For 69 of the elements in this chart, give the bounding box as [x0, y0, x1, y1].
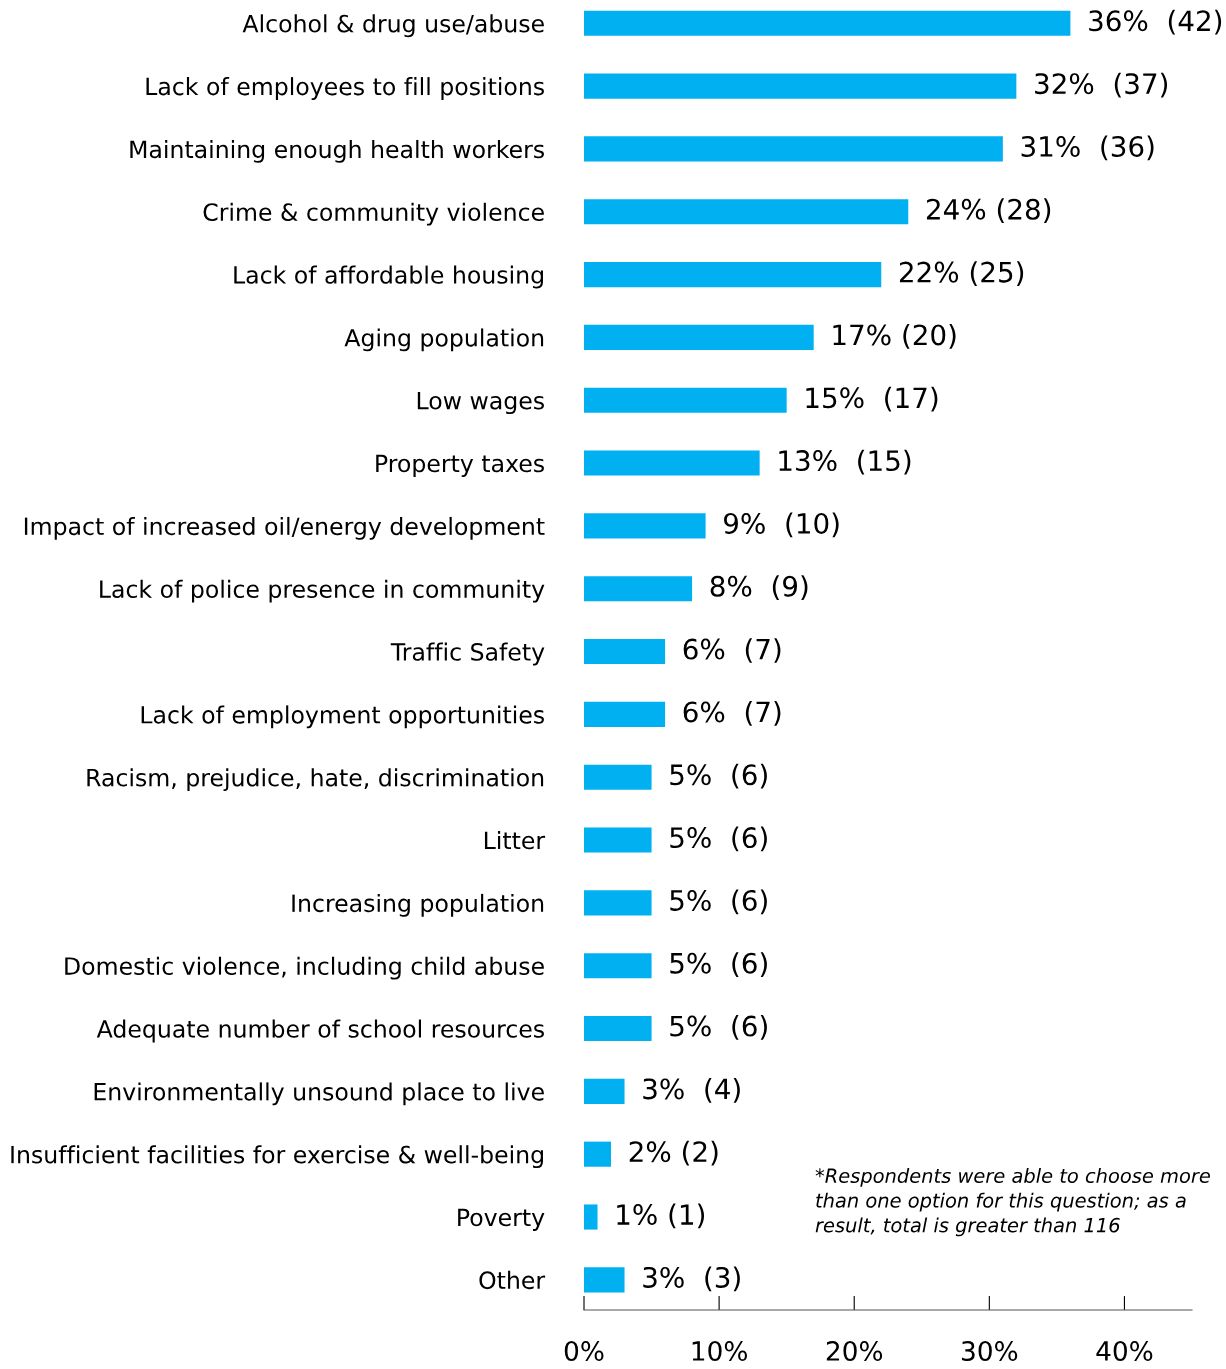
- y-tick-label: Property taxes: [376, 454, 544, 477]
- data-label: 17% (20): [833, 323, 956, 349]
- bar: [584, 10, 1071, 36]
- data-label: 8% (9): [710, 575, 808, 601]
- data-label: 5% (6): [670, 826, 767, 852]
- bar: [584, 701, 666, 727]
- bar: [584, 953, 652, 979]
- y-tick-label: Domestic violence, including child abuse: [65, 956, 544, 980]
- data-label: 15% (17): [806, 386, 938, 412]
- y-tick-label: Crime & community violence: [203, 202, 544, 226]
- y-tick-label: Lack of employment opportunities: [141, 705, 544, 729]
- data-label: 22% (25): [899, 261, 1024, 286]
- y-tick-label: Poverty: [458, 1208, 545, 1231]
- bar: [584, 1204, 598, 1230]
- data-label: 3% (4): [643, 1077, 740, 1103]
- bar: [584, 387, 787, 413]
- bar: [584, 136, 1003, 162]
- y-tick-label: Increasing population: [292, 893, 544, 917]
- x-tick-label: 30%: [962, 1341, 1018, 1361]
- bar: [584, 890, 652, 916]
- data-label: 5% (6): [670, 952, 767, 978]
- x-tick-label: 10%: [692, 1341, 747, 1361]
- data-label: 1% (1): [617, 1203, 705, 1229]
- bar: [584, 513, 706, 539]
- bar: [584, 324, 814, 350]
- y-tick-label: Racism, prejudice, hate, discrimination: [87, 768, 544, 792]
- data-label: 36% (42): [1089, 9, 1222, 35]
- y-tick-label: Impact of increased oil/energy development: [24, 516, 545, 540]
- data-label: 6% (7): [683, 638, 781, 663]
- x-tick-label: 20%: [826, 1341, 883, 1361]
- y-tick-label: Lack of police presence in community: [100, 579, 545, 603]
- data-label: 13% (15): [779, 449, 911, 475]
- bar: [584, 1141, 612, 1167]
- data-label: 31% (36): [1021, 135, 1154, 161]
- data-label: 9% (10): [724, 512, 839, 538]
- y-tick-label: Environmentally unsound place to live: [94, 1082, 544, 1106]
- data-label: 5% (6): [670, 889, 767, 915]
- data-label: 6% (7): [683, 700, 781, 726]
- bar: [584, 1015, 652, 1042]
- y-tick-label: Lack of employees to fill positions: [146, 77, 544, 100]
- data-label: 3% (3): [643, 1266, 740, 1292]
- data-label: 24% (28): [926, 198, 1051, 224]
- y-tick-label: Litter: [484, 831, 546, 850]
- data-label: 2% (2): [629, 1140, 718, 1166]
- bar: [584, 576, 693, 602]
- bar: [584, 827, 652, 853]
- bar: [584, 73, 1017, 99]
- bar: [584, 262, 882, 288]
- y-tick-label: Aging population: [344, 328, 544, 352]
- y-tick-label: Low wages: [417, 391, 544, 415]
- y-tick-label: Maintaining enough health workers: [130, 139, 544, 163]
- y-tick-label: Insufficient facilities for exercise & well-being: [11, 1145, 543, 1169]
- y-tick-label: Alcohol & drug use/abuse: [242, 14, 544, 38]
- data-label: 32% (37): [1035, 72, 1168, 98]
- bar: [584, 1078, 625, 1104]
- y-tick-label: Other: [479, 1270, 546, 1290]
- y-tick-label: Adequate number of school resources: [96, 1019, 544, 1043]
- x-tick-label: 0%: [564, 1341, 604, 1361]
- bar: [584, 1267, 625, 1293]
- y-tick-label: Lack of affordable housing: [234, 265, 543, 289]
- bar: [584, 199, 909, 225]
- bar: [584, 638, 666, 665]
- y-tick-label: Traffic Safety: [390, 642, 545, 666]
- annotation: *Respondents were able to choose more than one option for this question; as a result, total is greater than 116: [815, 1168, 1210, 1237]
- bar: [584, 764, 652, 790]
- bar: [584, 450, 760, 476]
- data-label: 5% (6): [670, 1015, 767, 1040]
- data-label: 5% (6): [670, 763, 767, 789]
- x-tick-label: 40%: [1096, 1341, 1153, 1361]
